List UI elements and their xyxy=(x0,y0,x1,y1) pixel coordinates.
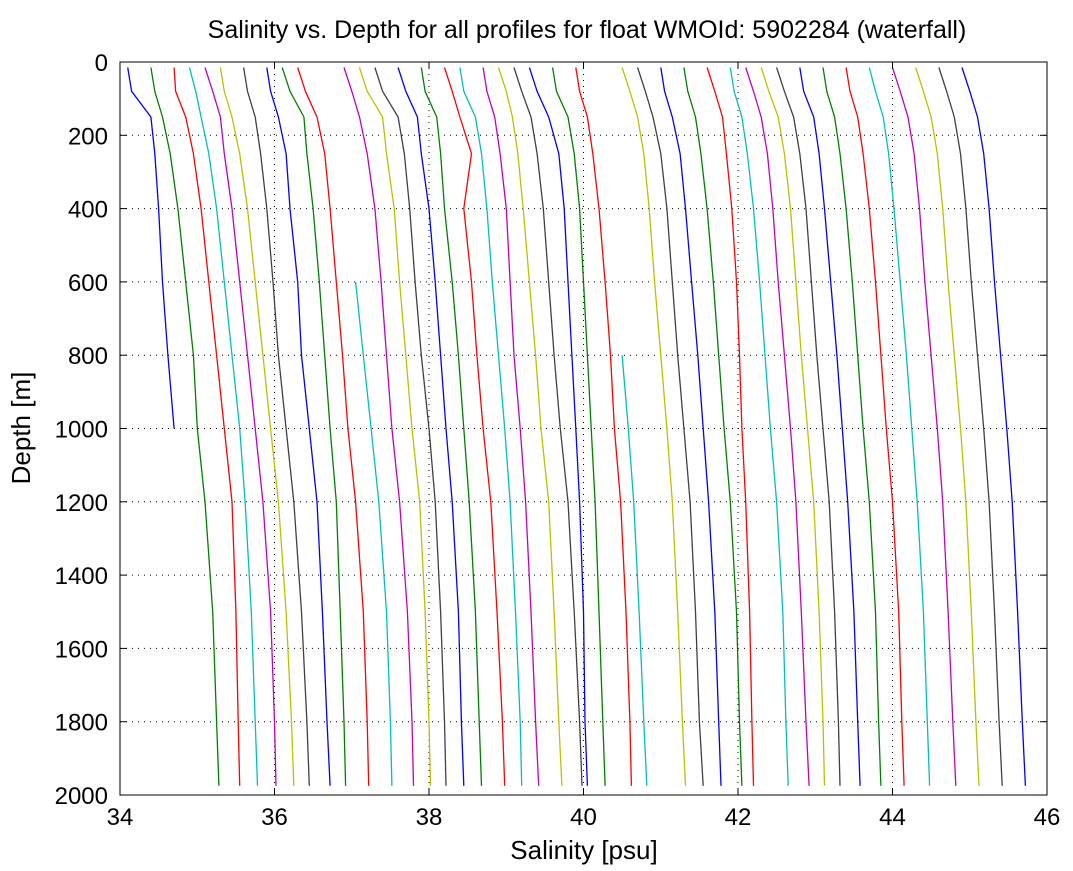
profile-line-8 xyxy=(266,67,331,786)
profile-line-22 xyxy=(528,67,589,786)
profile-line-33 xyxy=(760,67,826,786)
profile-line-40 xyxy=(915,67,980,786)
profile-line-30 xyxy=(706,67,755,786)
profile-line-28 xyxy=(660,67,722,786)
profile-line-6 xyxy=(219,67,295,786)
profile-line-41 xyxy=(938,67,1003,786)
profile-line-38 xyxy=(868,67,931,786)
y-tick-label: 0 xyxy=(95,50,108,77)
x-tick-label: 44 xyxy=(879,804,906,831)
profile-line-34 xyxy=(775,67,841,786)
profile-line-36 xyxy=(822,67,882,786)
y-tick-label: 1600 xyxy=(55,636,108,663)
profile-line-26 xyxy=(621,67,687,786)
profile-line-9 xyxy=(281,67,347,786)
y-tick-label: 200 xyxy=(68,123,108,150)
profile-line-25 xyxy=(621,355,648,786)
profile-line-35 xyxy=(799,67,861,786)
profile-line-32 xyxy=(745,67,810,786)
x-tick-label: 36 xyxy=(261,804,288,831)
x-tick-labels: 34 36 38 40 42 44 46 xyxy=(107,804,1061,831)
profile-line-20 xyxy=(497,67,563,786)
profile-line-42 xyxy=(961,67,1027,786)
y-axis-label: Depth [m] xyxy=(6,372,36,485)
y-tick-label: 1200 xyxy=(55,490,108,517)
profile-line-4 xyxy=(188,67,259,786)
grid-lines xyxy=(120,62,1047,795)
profile-line-24 xyxy=(575,67,633,786)
profile-line-13 xyxy=(358,67,432,786)
profile-line-2 xyxy=(150,67,220,786)
x-tick-label: 46 xyxy=(1034,804,1061,831)
profile-line-31 xyxy=(729,67,789,786)
profile-line-5 xyxy=(204,67,277,786)
profile-line-15 xyxy=(397,67,465,786)
profile-line-10 xyxy=(297,67,370,786)
profile-line-16 xyxy=(420,67,483,786)
profile-line-21 xyxy=(513,67,583,786)
x-tick-label: 42 xyxy=(725,804,752,831)
profile-line-1 xyxy=(127,67,175,429)
profile-line-19 xyxy=(482,67,540,786)
series-lines xyxy=(127,67,1027,786)
profile-line-17 xyxy=(443,67,506,786)
y-tick-label: 800 xyxy=(68,343,108,370)
profile-line-18 xyxy=(459,67,523,786)
x-tick-label: 34 xyxy=(107,804,134,831)
profile-line-29 xyxy=(683,67,743,786)
y-tick-label: 1800 xyxy=(55,710,108,737)
y-tick-label: 400 xyxy=(68,197,108,224)
x-axis-label: Salinity [psu] xyxy=(510,835,657,865)
profile-line-7 xyxy=(242,67,310,786)
y-tick-label: 2000 xyxy=(55,783,108,810)
profile-line-27 xyxy=(636,67,704,786)
y-tick-labels: 0 200 400 600 800 1000 1200 1400 1600 1800 2000 xyxy=(55,50,108,810)
profile-line-37 xyxy=(845,67,905,786)
axis-ticks xyxy=(119,61,1048,796)
profile-line-23 xyxy=(551,67,606,786)
chart-title: Salinity vs. Depth for all profiles for … xyxy=(208,16,967,44)
x-tick-label: 40 xyxy=(570,804,597,831)
profile-line-12 xyxy=(343,67,415,786)
profile-line-39 xyxy=(891,67,957,786)
x-tick-label: 38 xyxy=(416,804,443,831)
y-tick-label: 1000 xyxy=(55,417,108,444)
profile-line-3 xyxy=(173,67,241,786)
y-tick-label: 1400 xyxy=(55,563,108,590)
profile-line-11 xyxy=(354,281,393,786)
y-tick-label: 600 xyxy=(68,270,108,297)
profile-line-14 xyxy=(374,67,447,786)
